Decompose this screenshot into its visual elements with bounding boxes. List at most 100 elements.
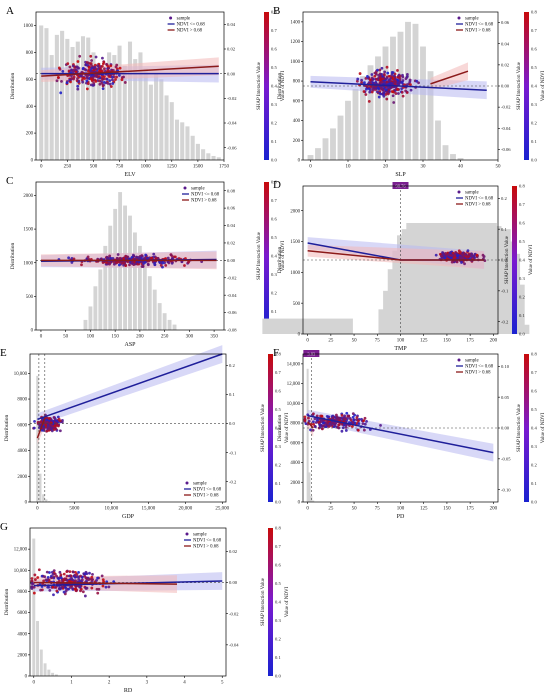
- histogram-bar: [48, 501, 51, 502]
- histogram-bar: [96, 63, 101, 160]
- histogram-bar: [47, 669, 51, 676]
- histogram-bar: [137, 245, 142, 330]
- y-tick-label: 2000: [290, 209, 300, 214]
- data-point: [76, 60, 80, 63]
- y-tick-label: 1000: [23, 24, 33, 29]
- shap-tick-label: 0.10: [501, 364, 510, 369]
- data-point: [88, 62, 92, 65]
- data-point: [355, 416, 359, 420]
- data-point: [101, 578, 105, 582]
- data-point: [348, 417, 352, 420]
- data-point: [344, 429, 348, 432]
- data-point: [85, 79, 89, 83]
- data-point: [39, 588, 42, 592]
- data-point: [132, 253, 135, 257]
- colorbar-tick-label: 0.1: [271, 309, 277, 314]
- data-point: [44, 425, 48, 429]
- colorbar-tick-label: 0.2: [275, 463, 281, 468]
- data-point: [153, 263, 157, 267]
- data-point: [384, 85, 388, 89]
- data-point: [440, 256, 444, 260]
- colorbar-tick-label: 0.8: [531, 10, 537, 15]
- y-axis-label: Distribution: [277, 72, 283, 99]
- shap-tick-label: 0.00: [501, 84, 510, 89]
- colorbar-label: Value of NDVI: [541, 412, 546, 443]
- data-point: [96, 576, 99, 580]
- data-point: [95, 587, 99, 591]
- data-point: [70, 68, 73, 72]
- histogram-bar: [307, 155, 314, 160]
- data-point: [392, 74, 396, 78]
- data-point: [83, 594, 87, 598]
- data-point: [117, 263, 121, 267]
- fit-line-high-ndvi: [33, 581, 178, 585]
- legend-marker-sample: [185, 532, 189, 536]
- data-point: [454, 250, 458, 254]
- y-tick-label: 1000: [290, 60, 300, 65]
- legend-label: NDVI <= 0.68: [191, 193, 220, 198]
- histogram-bar: [117, 45, 122, 160]
- data-point: [74, 70, 78, 74]
- colorbar-tick-label: 0.4: [519, 258, 525, 263]
- data-point: [170, 261, 174, 265]
- shap-tick-label: -0.06: [501, 147, 511, 152]
- histogram-bar: [91, 52, 96, 161]
- data-point: [55, 589, 59, 593]
- colorbar-tick-label: 0.8: [519, 184, 525, 189]
- colorbar-tick-label: 0.7: [275, 544, 281, 549]
- data-point: [57, 577, 61, 581]
- panel-g: 0 1 2 3 4 5 RD 0 2000 4000 6000 8000 10,000 12,000 Dis…: [0, 521, 290, 694]
- shap-tick-label: 0.02: [501, 62, 510, 67]
- data-point: [108, 254, 112, 258]
- data-point: [91, 572, 94, 576]
- histogram-bar: [88, 306, 93, 330]
- data-point: [71, 570, 75, 574]
- data-point: [324, 422, 328, 425]
- histogram-bar: [75, 41, 80, 160]
- histogram-bar: [438, 324, 530, 334]
- colorbar-tick-label: 0.0: [531, 158, 537, 163]
- data-point: [108, 82, 112, 86]
- data-point: [405, 72, 409, 76]
- data-point: [70, 261, 74, 264]
- data-point: [396, 88, 400, 91]
- legend-marker-sample: [457, 358, 461, 362]
- colorbar-label: Value of NDVI: [285, 412, 290, 443]
- data-point: [107, 585, 111, 589]
- data-point: [380, 87, 384, 91]
- data-point: [100, 64, 104, 68]
- data-point: [303, 415, 307, 419]
- histogram-bar: [103, 245, 108, 330]
- shap-tick-label: -0.06: [227, 310, 237, 315]
- data-point: [366, 75, 369, 78]
- histogram-bar: [32, 538, 36, 676]
- data-point: [338, 417, 341, 421]
- data-point: [101, 56, 104, 60]
- panel-letter: F: [273, 347, 279, 359]
- data-point: [76, 87, 80, 91]
- data-point: [94, 79, 98, 83]
- data-point: [324, 425, 328, 429]
- legend-label: NDVI <= 0.68: [193, 488, 222, 493]
- y-axis-label: Distribution: [277, 246, 283, 273]
- colorbar-tick-label: 0.3: [271, 102, 277, 107]
- y-axis-label: Distribution: [4, 588, 10, 615]
- y-tick-label: 1400: [290, 20, 300, 25]
- histogram-bar: [330, 128, 336, 160]
- y-tick-label: 0: [298, 159, 301, 164]
- data-point: [132, 260, 136, 264]
- data-point: [87, 578, 91, 582]
- x-tick-label: 5000: [69, 507, 80, 512]
- x-tick-label: 50: [352, 507, 358, 512]
- x-tick-label: 0: [36, 507, 39, 512]
- y-tick-label: 8000: [290, 422, 300, 427]
- shap-tick-label: 0.08: [227, 188, 236, 193]
- histogram-bar: [157, 303, 162, 330]
- panel-letter: C: [6, 175, 13, 187]
- colorbar-tick-label: 0.0: [275, 500, 281, 505]
- data-point: [58, 429, 62, 433]
- legend-label: NDVI > 0.68: [177, 29, 203, 34]
- histogram-bar: [36, 621, 40, 676]
- data-point: [65, 570, 69, 573]
- shap-tick-label: -0.02: [501, 105, 511, 110]
